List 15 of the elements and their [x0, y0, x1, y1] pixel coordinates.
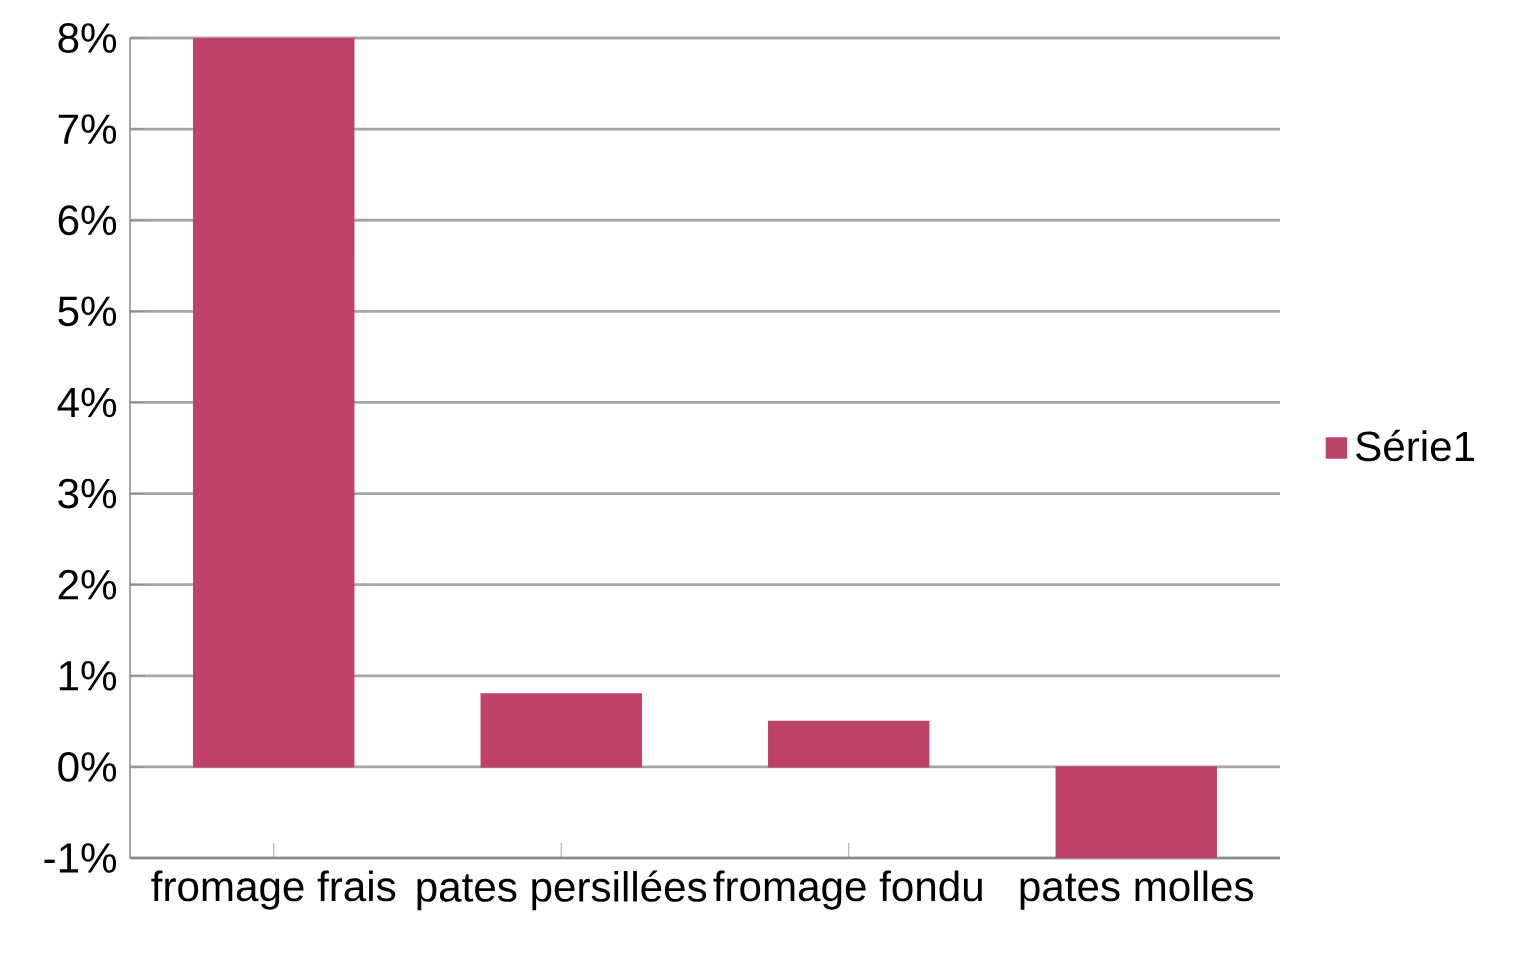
x-tick-label: fromage frais: [151, 870, 396, 910]
y-tick-label: 3%: [58, 478, 117, 509]
x-tick-label: pates persillées: [417, 870, 707, 911]
y-tick-label: 2%: [58, 569, 117, 600]
legend-label: Série1: [1356, 429, 1474, 462]
x-tick-label: fromage fondu: [713, 870, 982, 910]
y-tick-label: 0%: [58, 751, 117, 782]
x-tick-label: pates molles: [1020, 870, 1254, 910]
y-tick-label: 6%: [58, 205, 117, 236]
y-tick-label: 7%: [58, 114, 117, 144]
y-tick-label: 1%: [59, 661, 117, 691]
y-tick-label: 5%: [58, 296, 117, 327]
y-tick-label: -1%: [44, 843, 117, 873]
y-tick-label: 4%: [57, 387, 117, 418]
y-tick-label: 8%: [58, 23, 117, 53]
